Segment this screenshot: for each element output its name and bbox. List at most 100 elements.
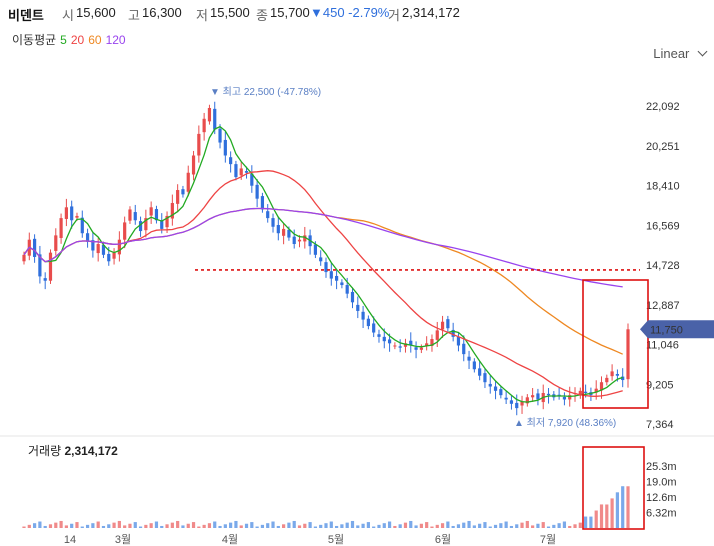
volume-bar — [22, 526, 26, 528]
price-tick-label: 18,410 — [646, 181, 680, 193]
volume-bar — [292, 520, 296, 528]
candle-body — [499, 389, 503, 396]
candle-body — [202, 118, 206, 133]
volume-bar — [446, 521, 450, 528]
x-tick-label: 6월 — [435, 533, 451, 546]
highlight-box-price — [582, 279, 649, 409]
volume-bar — [64, 525, 68, 528]
volume-bar — [324, 523, 328, 528]
price-tick-label: 12,887 — [646, 300, 680, 312]
candle-body — [361, 311, 365, 320]
volume-bar — [202, 524, 206, 528]
volume-bar — [223, 524, 227, 528]
scale-selector[interactable]: Linear — [653, 46, 708, 61]
volume-bar — [605, 504, 609, 528]
candle-body — [234, 164, 238, 178]
candle-body — [32, 238, 37, 257]
volume-bar — [562, 521, 567, 528]
x-tick-label: 5월 — [328, 533, 344, 546]
volume-bar — [440, 523, 445, 528]
candle-body — [266, 211, 270, 219]
candle-body — [419, 347, 423, 350]
candle-body — [387, 339, 392, 344]
candle-body — [366, 318, 370, 327]
volume-bar — [59, 520, 63, 528]
volume-bar — [419, 523, 423, 528]
volume-bar — [472, 525, 476, 528]
volume-bar — [621, 486, 625, 528]
ma-5[interactable]: 5 — [60, 33, 67, 47]
candle-body — [292, 236, 296, 245]
candle-body — [488, 383, 492, 387]
price-header: 비덴트 시 15,600 고 16,300 저 15,500 종 15,700 … — [0, 0, 714, 26]
candle-body — [229, 157, 233, 165]
ma-120[interactable]: 120 — [105, 33, 126, 47]
volume-bar — [266, 523, 270, 528]
candle-body — [377, 334, 381, 337]
candle-body — [319, 257, 323, 262]
moving-average-label: 이동평균 — [12, 33, 57, 47]
volume-bar — [308, 522, 312, 528]
candle-body — [483, 373, 487, 383]
moving-average-legend: 이동평균 5 20 60 120 — [12, 31, 130, 48]
price-tick-label: 14,728 — [646, 260, 680, 272]
volume-bar — [32, 523, 37, 528]
candle-body — [605, 377, 609, 383]
volume-bar — [239, 525, 243, 528]
volume-bar — [520, 522, 524, 528]
candle-body — [207, 107, 212, 122]
volume-bar — [43, 525, 47, 528]
candle-body — [138, 221, 143, 232]
candle-body — [250, 173, 254, 186]
volume-bar — [350, 520, 355, 528]
volume-bar — [85, 524, 90, 528]
candle-body — [276, 225, 280, 234]
volume-bar — [456, 524, 461, 528]
candle-body — [101, 244, 106, 255]
volume-bar — [96, 521, 100, 528]
volume-bar — [303, 523, 307, 528]
volume-bar — [584, 516, 588, 528]
volume-bar — [329, 521, 333, 528]
volume-bar — [334, 525, 339, 528]
volume-bar — [393, 525, 397, 528]
candle-body — [525, 397, 529, 404]
close-label: 종 — [256, 8, 268, 23]
candle-body — [75, 215, 79, 218]
candle-body — [144, 218, 148, 231]
volume-bar — [366, 522, 370, 528]
ma-20[interactable]: 20 — [70, 33, 85, 47]
volume-bar — [213, 521, 217, 528]
volume-bar — [414, 525, 418, 528]
ma-60[interactable]: 60 — [88, 33, 102, 47]
candle-body — [414, 347, 418, 350]
candle-body — [615, 373, 620, 376]
ma-120-line — [23, 207, 623, 288]
candle-body — [504, 397, 508, 400]
volume-bar — [557, 523, 561, 528]
candle-body — [176, 190, 180, 204]
candle-body — [493, 386, 498, 391]
volume-bar — [170, 522, 174, 528]
volume-bar — [160, 525, 164, 528]
volume-bar — [80, 526, 84, 528]
candle-body — [584, 391, 588, 393]
candle-body — [260, 196, 265, 210]
x-tick-label: 7월 — [540, 533, 556, 546]
candle-body — [626, 329, 630, 380]
current-price-tag — [640, 320, 714, 339]
low-annotation: ▲ 최저 7,920 (48.36%) — [514, 417, 616, 429]
volume-bar — [271, 521, 275, 528]
volume-bar — [425, 522, 429, 528]
candle-body — [85, 233, 90, 242]
candle-body — [244, 171, 249, 173]
volume-bar — [345, 522, 349, 528]
volume-bar — [478, 523, 482, 528]
volume-bar — [91, 523, 95, 528]
scale-label: Linear — [653, 46, 690, 61]
candle-body — [599, 382, 604, 391]
volume-bar — [488, 526, 492, 528]
x-tick-label: 14 — [64, 534, 76, 546]
volume-bar — [244, 523, 249, 528]
